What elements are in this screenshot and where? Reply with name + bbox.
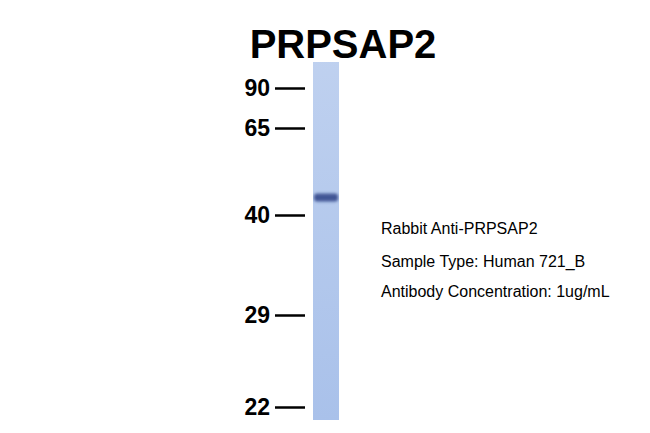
blot-figure: PRPSAP2 22 29 40 65 90 Rabbit Anti-PRPSAP2 Samp… [0,0,650,433]
tick-label: 90 [244,75,270,101]
tick: 65 [244,115,305,141]
tick: 22 [244,394,305,420]
title: PRPSAP2 [250,22,437,66]
tick-mark [275,214,305,217]
tick-mark [275,87,305,90]
band [314,194,338,202]
tick: 40 [244,202,305,228]
tick: 90 [244,75,305,101]
annotation: Rabbit Anti-PRPSAP2 [381,220,538,237]
tick-mark [275,314,305,317]
tick-label: 29 [244,302,270,328]
y-axis: 22 29 40 65 90 [244,75,305,420]
lane [313,62,339,420]
tick-label: 40 [244,202,270,228]
tick-label: 65 [244,115,270,141]
tick-label: 22 [244,394,270,420]
bands [314,194,338,202]
tick-mark [275,127,305,130]
tick: 29 [244,302,305,328]
axis-line [275,89,306,408]
annotation: Sample Type: Human 721_B [381,253,585,271]
tick-mark [275,406,305,409]
annotation: Antibody Concentration: 1ug/mL [381,283,610,300]
